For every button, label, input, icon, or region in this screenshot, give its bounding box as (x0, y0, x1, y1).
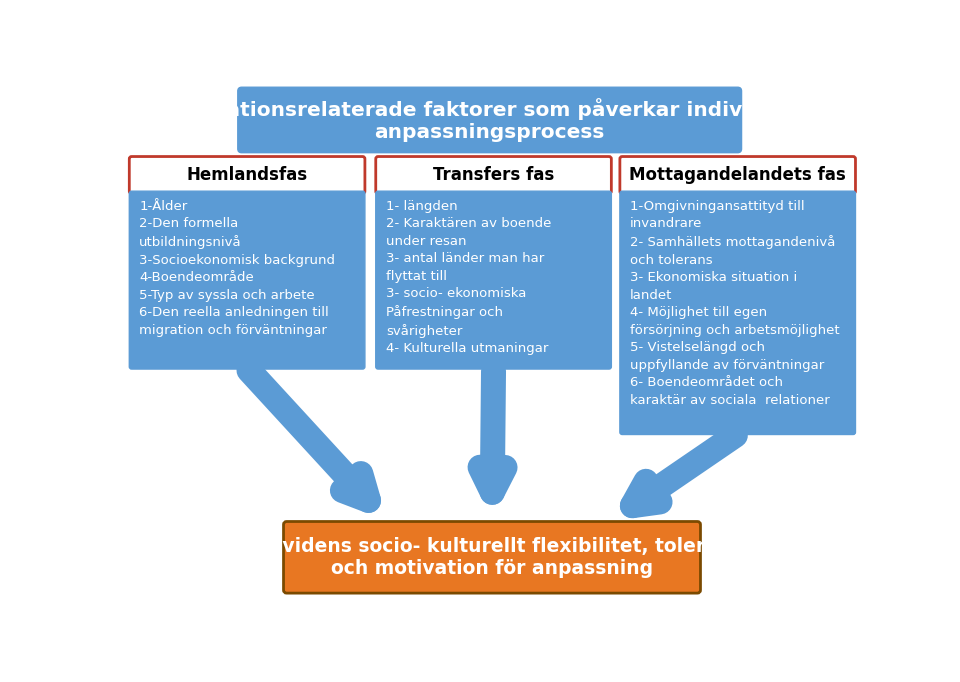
Text: Mottagandelandets fas: Mottagandelandets fas (630, 166, 846, 184)
Text: Transfers fas: Transfers fas (433, 166, 554, 184)
Text: Migrationsrelaterade faktorer som påverkar individens
anpassningsprocess: Migrationsrelaterade faktorer som påverk… (176, 98, 804, 142)
FancyBboxPatch shape (620, 157, 855, 194)
Text: 1-Omgivningansattityd till
invandrare
2- Samhällets mottagandenivå
och tolerans
: 1-Omgivningansattityd till invandrare 2-… (630, 200, 840, 406)
FancyBboxPatch shape (130, 191, 365, 369)
FancyBboxPatch shape (620, 191, 855, 434)
Text: 1- längden
2- Karaktären av boende
under resan
3- antal länder man har
flyttat t: 1- längden 2- Karaktären av boende under… (386, 200, 551, 355)
Text: 1-Ålder
2-Den formella
utbildningsnivå
3-Socioekonomisk backgrund
4-Boendeområde: 1-Ålder 2-Den formella utbildningsnivå 3… (139, 200, 335, 336)
FancyBboxPatch shape (375, 157, 612, 194)
FancyBboxPatch shape (283, 522, 701, 593)
Text: Hemlandsfas: Hemlandsfas (186, 166, 307, 184)
FancyBboxPatch shape (375, 191, 612, 369)
Text: Individens socio- kulturellt flexibilitet, tolerans
och motivation för anpassnin: Individens socio- kulturellt flexibilite… (242, 537, 742, 578)
FancyBboxPatch shape (130, 157, 365, 194)
FancyBboxPatch shape (238, 87, 741, 153)
